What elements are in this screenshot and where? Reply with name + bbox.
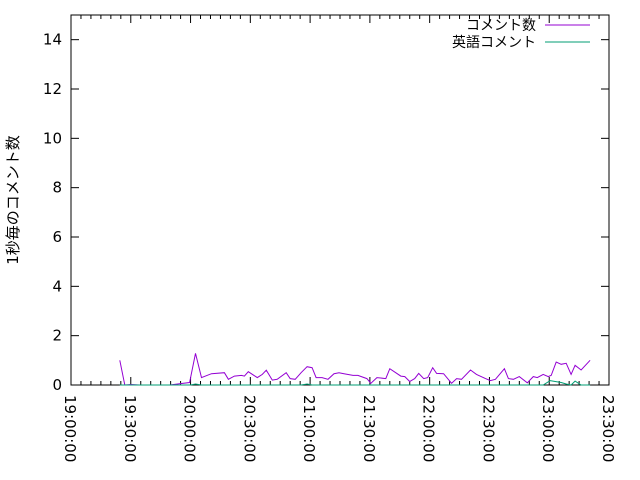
- series-line-1: [119, 380, 591, 386]
- x-tick-label: 21:00:00: [300, 395, 318, 462]
- y-tick-label: 4: [52, 277, 62, 295]
- plot-frame: [70, 14, 610, 386]
- y-tick-label: 10: [43, 129, 62, 147]
- x-tick-label: 19:00:00: [61, 395, 79, 462]
- legend-label-0: コメント数: [466, 18, 536, 34]
- series-1: [119, 380, 591, 386]
- y-tick-label: 12: [43, 80, 62, 98]
- series-layer: [119, 353, 591, 386]
- x-tick-label: 21:30:00: [360, 395, 378, 462]
- x-tick-label: 23:00:00: [539, 395, 557, 462]
- x-tick-label: 22:00:00: [420, 395, 438, 462]
- y-tick-label: 8: [52, 179, 62, 197]
- legend: コメント数 英語コメント: [452, 18, 590, 51]
- series-line-0: [119, 353, 591, 386]
- x-tick-label: 20:00:00: [181, 395, 199, 462]
- x-axis: 19:00:00 19:30:00 20:00:00 20:30:00 21:00:00…: [61, 15, 617, 462]
- series-0: [119, 353, 591, 386]
- y-tick-label: 6: [52, 228, 62, 246]
- x-tick-label: 23:30:00: [599, 395, 617, 462]
- x-tick-label: 19:30:00: [121, 395, 139, 462]
- legend-label-1: 英語コメント: [452, 34, 536, 51]
- y-tick-label: 0: [52, 376, 62, 394]
- x-tick-label: 20:30:00: [240, 395, 258, 462]
- y-tick-label: 2: [52, 327, 62, 345]
- y-tick-label: 14: [43, 31, 62, 49]
- y-axis: 0 2 4 6 8 10 12 14: [43, 31, 609, 394]
- y-axis-label: 1秒毎のコメント数: [4, 135, 22, 265]
- x-tick-label: 22:30:00: [479, 395, 497, 462]
